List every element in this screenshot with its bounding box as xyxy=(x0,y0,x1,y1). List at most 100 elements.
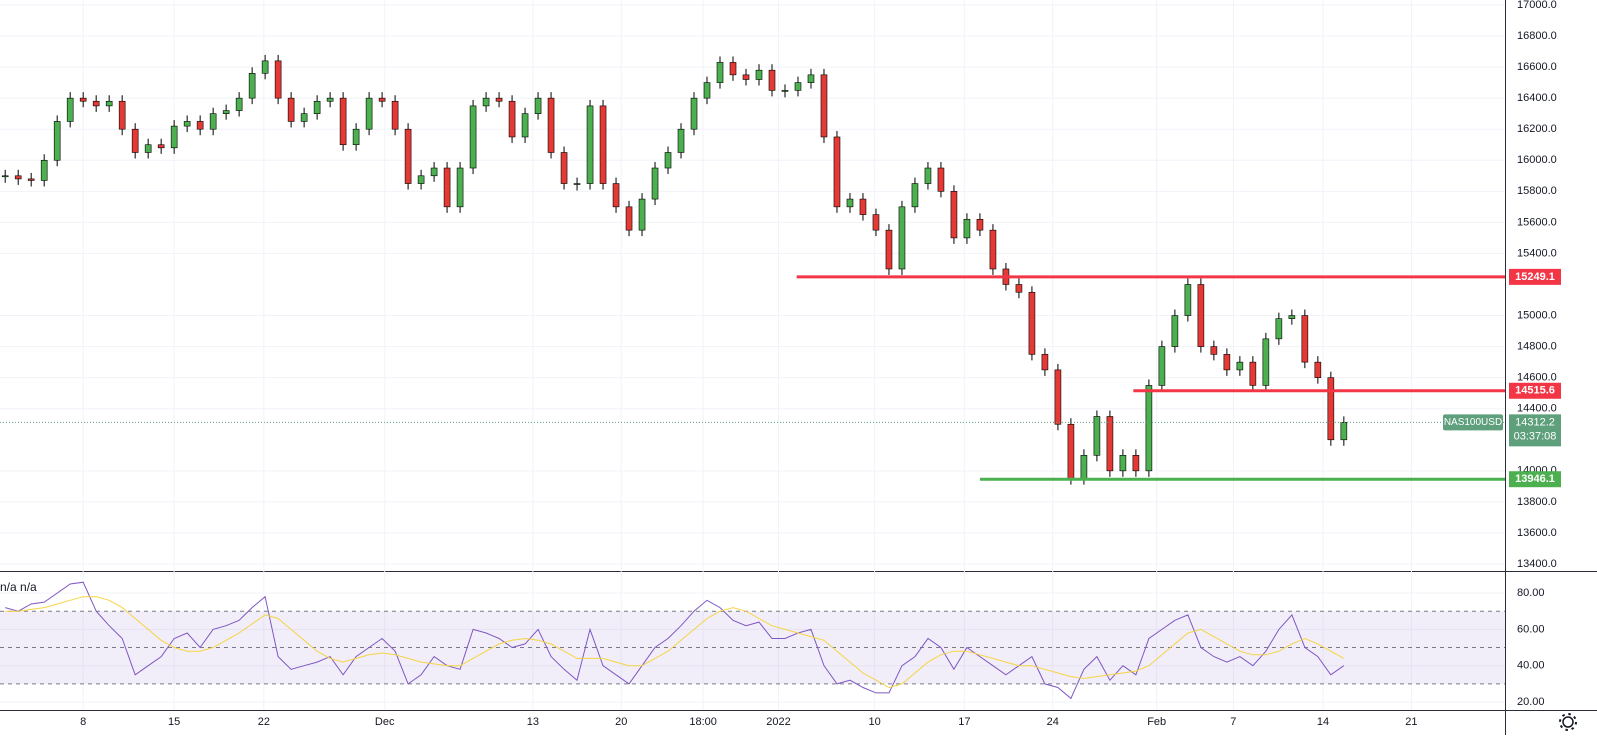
candle-body xyxy=(781,90,789,92)
rsi-line xyxy=(5,596,1345,689)
candle-body xyxy=(1080,455,1088,479)
candle-body xyxy=(1288,315,1296,319)
candle-body xyxy=(1145,385,1153,472)
level-label: 15249.1 xyxy=(1515,271,1555,283)
settings-icon[interactable] xyxy=(1559,713,1577,731)
y-tick-label: 16800.0 xyxy=(1517,30,1557,42)
candle-body xyxy=(534,97,542,114)
y-tick-label: 16400.0 xyxy=(1517,92,1557,104)
candle-body xyxy=(1158,346,1166,386)
y-tick-label: 15000.0 xyxy=(1517,309,1557,321)
y-tick-label: 16200.0 xyxy=(1517,123,1557,135)
candle-body xyxy=(1223,354,1231,371)
candle-body xyxy=(1028,291,1036,355)
candle-body xyxy=(1275,318,1283,340)
x-tick-label: 8 xyxy=(80,716,86,728)
candle-body xyxy=(586,105,594,184)
candle-body xyxy=(1067,423,1075,479)
candle-body xyxy=(1301,315,1309,363)
candle-body xyxy=(183,121,191,127)
y-tick-label: 16000.0 xyxy=(1517,154,1557,166)
marks xyxy=(0,54,1505,700)
candle-body xyxy=(937,167,945,192)
candle-body xyxy=(222,110,230,114)
candle-body xyxy=(547,97,555,153)
candle-body xyxy=(235,97,243,111)
x-tick-label: 14 xyxy=(1317,716,1329,728)
x-tick-label: 18:00 xyxy=(689,716,717,728)
candle-body xyxy=(508,100,516,138)
candle-body xyxy=(872,214,880,231)
x-tick-label: 2022 xyxy=(766,716,790,728)
candle-body xyxy=(755,69,763,80)
candle-body xyxy=(170,125,178,149)
candle-body xyxy=(989,229,997,270)
candle-body xyxy=(963,218,971,239)
candle-body xyxy=(1171,315,1179,347)
candle-body xyxy=(105,100,113,107)
y-tick-label: 15800.0 xyxy=(1517,185,1557,197)
candle-body xyxy=(1340,422,1348,441)
candle-body xyxy=(339,97,347,146)
x-tick-label: 13 xyxy=(527,716,539,728)
candle-body xyxy=(521,113,529,138)
gear-ring xyxy=(1562,716,1574,728)
y-tick-label: 80.00 xyxy=(1517,587,1545,599)
candle-body xyxy=(1132,455,1140,472)
candle-body xyxy=(391,100,399,130)
candle-body xyxy=(1210,346,1218,355)
candle-body xyxy=(144,144,152,153)
candle-body xyxy=(612,183,620,208)
candle-body xyxy=(79,97,87,102)
level-label-box xyxy=(1509,382,1561,399)
candle-body xyxy=(1119,455,1127,472)
y-tick-label: 14400.0 xyxy=(1517,403,1557,415)
candle-body xyxy=(53,121,61,161)
candle-body xyxy=(287,97,295,122)
y-tick-label: 40.00 xyxy=(1517,660,1545,672)
candle-body xyxy=(1327,377,1335,441)
x-tick-label: 20 xyxy=(615,716,627,728)
candle-body xyxy=(469,105,477,169)
candle-body xyxy=(40,159,48,181)
candle-body xyxy=(898,206,906,270)
candle-body xyxy=(950,191,958,239)
candle-body xyxy=(1,175,9,178)
y-tick-label: 17000.0 xyxy=(1517,0,1557,11)
candle-body xyxy=(924,167,932,184)
y-tick-label: 14800.0 xyxy=(1517,341,1557,353)
candle-body xyxy=(1093,416,1101,456)
candle-body xyxy=(482,97,490,107)
candle-body xyxy=(833,136,841,208)
candle-body xyxy=(300,113,308,122)
x-tick-label: 21 xyxy=(1405,716,1417,728)
candle-body xyxy=(326,97,334,102)
candle-body xyxy=(690,97,698,130)
x-tick-label: 7 xyxy=(1230,716,1236,728)
candle-body xyxy=(976,218,984,231)
x-tick-label: 22 xyxy=(258,716,270,728)
x-tick-label: 17 xyxy=(958,716,970,728)
candle-body xyxy=(885,229,893,270)
candle-body xyxy=(1197,284,1205,347)
candle-body xyxy=(118,100,126,130)
level-label-box xyxy=(1509,268,1561,285)
candle-body xyxy=(261,60,269,74)
candle-body xyxy=(1249,361,1257,386)
candle-body xyxy=(560,152,568,184)
candle-body xyxy=(1184,284,1192,316)
candle-body xyxy=(573,183,581,185)
candle-body xyxy=(365,97,373,130)
x-tick-label: Dec xyxy=(375,716,395,728)
candle-body xyxy=(1262,338,1270,386)
y-tick-label: 13800.0 xyxy=(1517,496,1557,508)
candle-body xyxy=(1106,416,1114,472)
candle-body xyxy=(716,62,724,83)
candle-body xyxy=(274,60,282,99)
candle-body xyxy=(378,97,386,102)
candle-body xyxy=(1054,369,1062,425)
gear-teeth xyxy=(1559,713,1577,731)
x-tick-label: 10 xyxy=(869,716,881,728)
candle-body xyxy=(131,128,139,153)
